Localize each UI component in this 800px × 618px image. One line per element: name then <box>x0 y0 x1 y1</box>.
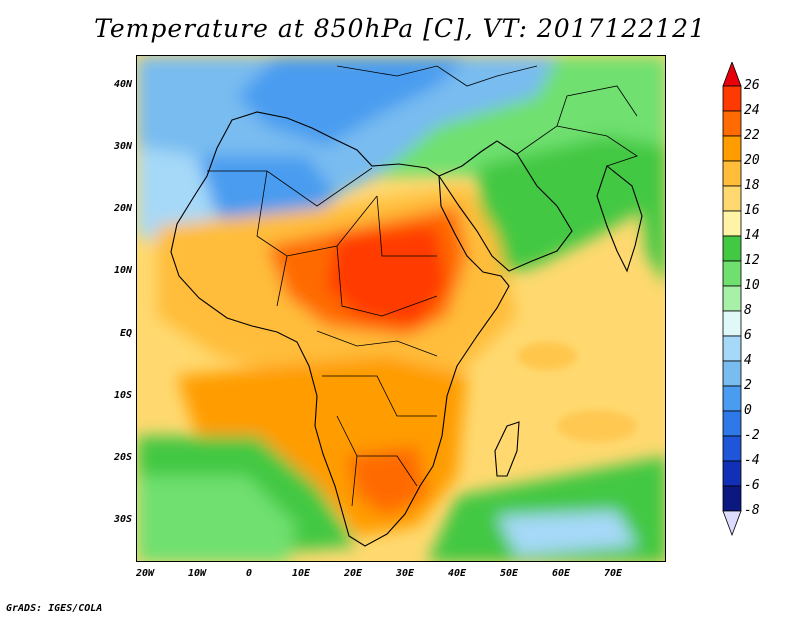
border-10 <box>516 125 638 167</box>
lat-label-10s: 10S <box>113 390 132 401</box>
colorbar-swatch <box>722 360 742 387</box>
border-5 <box>276 255 288 307</box>
arabia-coastline <box>438 140 573 272</box>
colorbar-tick-label: -8 <box>744 503 760 518</box>
lat-label-10n: 10N <box>113 265 132 276</box>
lat-label-eq: EQ <box>119 328 132 339</box>
colorbar-swatch <box>722 85 742 112</box>
colorbar-tick-label: 26 <box>744 78 760 93</box>
colorbar-swatch <box>722 260 742 287</box>
colorbar-swatch <box>722 310 742 337</box>
colorbar-tick-label: 6 <box>744 328 752 343</box>
lon-label-0: 0 <box>245 568 253 579</box>
colorbar-swatch <box>722 385 742 412</box>
colorbar-bottom-arrow <box>722 510 742 537</box>
lat-label-20n: 20N <box>113 203 132 214</box>
colorbar <box>722 62 742 537</box>
border-8 <box>336 415 418 487</box>
border-6 <box>316 330 438 357</box>
colorbar-tick-label: 10 <box>744 278 760 293</box>
africa-coastline <box>170 111 510 547</box>
field-arabia-green <box>477 136 665 276</box>
colorbar-swatch <box>722 335 742 362</box>
field-india-green <box>637 166 665 283</box>
colorbar-tick-label: -2 <box>744 428 760 443</box>
colorbar-swatch <box>722 460 742 487</box>
field-spot-1 <box>517 342 577 370</box>
colorbar-swatch <box>722 210 742 237</box>
colorbar-tick-label: 4 <box>744 353 752 368</box>
field-west-coast <box>137 146 217 246</box>
lon-label-40e: 40E <box>447 568 467 579</box>
colorbar-tick-label: 18 <box>744 178 760 193</box>
colorbar-swatch <box>722 485 742 512</box>
field-indian-blue <box>497 511 637 556</box>
border-9 <box>351 455 358 507</box>
lat-label-40n: 40N <box>113 79 132 90</box>
lon-label-30e: 30E <box>395 568 415 579</box>
colorbar-tick-label: 2 <box>744 378 752 393</box>
lon-label-20w: 20W <box>135 568 155 579</box>
lon-label-60e: 60E <box>551 568 571 579</box>
field-atlantic-light <box>137 476 297 561</box>
field-sahara-blue <box>187 156 337 226</box>
colorbar-tick-label: 24 <box>744 103 760 118</box>
colorbar-tick-label: 8 <box>744 303 752 318</box>
lon-label-20e: 20E <box>343 568 363 579</box>
field-core-hot <box>327 226 447 326</box>
madagascar-coastline <box>494 421 520 477</box>
colorbar-swatch <box>722 160 742 187</box>
colorbar-tick-label: 20 <box>744 153 760 168</box>
lon-label-70e: 70E <box>603 568 623 579</box>
india-coastline <box>596 165 643 273</box>
colorbar-tick-label: 12 <box>744 253 760 268</box>
border-1 <box>207 167 373 207</box>
colorbar-tick-label: 16 <box>744 203 760 218</box>
colorbar-swatch <box>722 285 742 312</box>
map-title: Temperature at 850hPa [C], VT: 201712212… <box>94 14 706 43</box>
lon-label-10e: 10E <box>291 568 311 579</box>
grads-credit: GrADS: IGES/COLA <box>6 603 103 614</box>
colorbar-swatch <box>722 110 742 137</box>
lon-label-50e: 50E <box>499 568 519 579</box>
border-4 <box>336 245 438 317</box>
lat-label-20s: 20S <box>113 452 132 463</box>
lon-label-10w: 10W <box>187 568 207 579</box>
colorbar-swatch <box>722 435 742 462</box>
lat-label-30n: 30N <box>113 141 132 152</box>
colorbar-tick-label: 22 <box>744 128 760 143</box>
field-south-hot <box>347 446 427 516</box>
colorbar-tick-label: 0 <box>744 403 752 418</box>
colorbar-tick-label: 14 <box>744 228 760 243</box>
border-3 <box>376 195 437 257</box>
temperature-map <box>136 55 666 562</box>
border-12 <box>336 65 538 87</box>
colorbar-top-arrow <box>722 62 742 87</box>
border-7 <box>322 375 437 417</box>
colorbar-swatch <box>722 235 742 262</box>
colorbar-tick-label: -4 <box>744 453 760 468</box>
colorbar-swatch <box>722 185 742 212</box>
border-11 <box>556 85 638 127</box>
lat-label-30s: 30S <box>113 514 132 525</box>
colorbar-tick-label: -6 <box>744 478 760 493</box>
colorbar-swatch <box>722 135 742 162</box>
field-spot-2 <box>557 410 637 442</box>
colorbar-swatch <box>722 410 742 437</box>
field-north-deepblue <box>237 56 467 146</box>
